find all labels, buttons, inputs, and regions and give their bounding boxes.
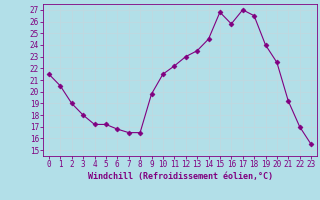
X-axis label: Windchill (Refroidissement éolien,°C): Windchill (Refroidissement éolien,°C): [87, 172, 273, 181]
